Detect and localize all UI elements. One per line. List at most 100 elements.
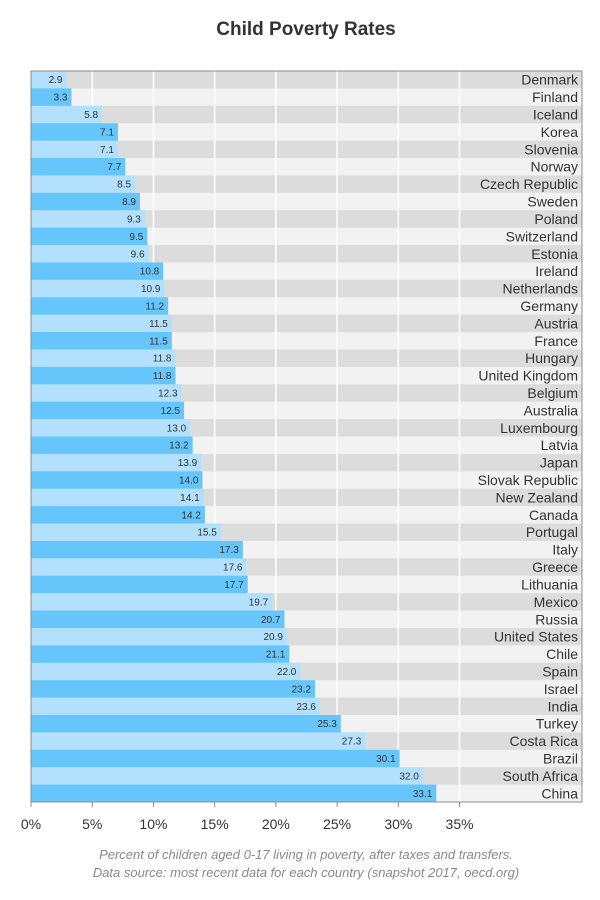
- value-label: 11.8: [153, 371, 172, 382]
- value-label: 21.1: [266, 650, 286, 661]
- category-label: Slovak Republic: [478, 472, 578, 488]
- value-label: 11.5: [149, 319, 168, 330]
- plot-frame: [30, 70, 583, 803]
- category-label: United States: [494, 629, 578, 645]
- value-label: 10.8: [140, 267, 160, 278]
- value-label: 25.3: [317, 719, 337, 730]
- caption-description: Percent of children aged 0-17 living in …: [99, 847, 513, 862]
- value-label: 9.3: [127, 214, 141, 225]
- value-label: 13.2: [169, 441, 189, 452]
- value-label: 7.1: [100, 145, 114, 156]
- bar: [31, 784, 437, 803]
- value-label: 9.5: [129, 232, 143, 243]
- value-label: 14.0: [179, 476, 199, 487]
- value-label: 2.9: [49, 75, 63, 86]
- category-label: Switzerland: [506, 228, 578, 244]
- category-label: Estonia: [531, 246, 578, 262]
- category-label: Hungary: [525, 350, 578, 366]
- row-background: [31, 227, 582, 246]
- bar: [31, 297, 169, 316]
- category-label: South Africa: [503, 768, 579, 784]
- value-label: 27.3: [342, 737, 362, 748]
- bar: [31, 558, 247, 577]
- bar: [31, 419, 191, 437]
- value-label: 7.1: [100, 127, 114, 138]
- category-label: Spain: [542, 663, 578, 679]
- row-background: [31, 262, 582, 281]
- bar: [31, 488, 204, 507]
- category-label: Netherlands: [503, 281, 579, 297]
- value-label: 17.7: [224, 580, 244, 591]
- value-label: 17.6: [223, 563, 243, 574]
- category-label: Mexico: [534, 594, 579, 610]
- x-tick-label: 5%: [82, 816, 102, 832]
- x-tick-label: 20%: [262, 816, 290, 832]
- row-background: [31, 88, 582, 107]
- bar: [31, 610, 285, 629]
- value-label: 9.6: [131, 249, 145, 260]
- bar: [31, 227, 148, 246]
- value-label: 20.7: [261, 615, 281, 626]
- bar: [31, 158, 126, 176]
- bar: [31, 314, 172, 333]
- value-label: 8.9: [122, 197, 136, 208]
- value-label: 11.2: [145, 301, 164, 312]
- category-label: Belgium: [527, 385, 578, 401]
- bar: [31, 767, 423, 786]
- value-label: 3.3: [54, 93, 68, 104]
- x-tick-label: 10%: [139, 816, 167, 832]
- value-label: 15.5: [197, 528, 217, 539]
- bar: [31, 575, 248, 594]
- row-background: [31, 175, 582, 194]
- category-label: Iceland: [533, 107, 578, 123]
- category-label: Denmark: [521, 72, 579, 88]
- bar: [31, 749, 400, 768]
- value-label: 10.9: [141, 284, 161, 295]
- category-label: China: [541, 785, 578, 801]
- value-label: 12.5: [161, 406, 181, 417]
- category-label: France: [534, 333, 578, 349]
- bar: [31, 105, 103, 124]
- bar: [31, 123, 118, 142]
- bar: [31, 662, 301, 681]
- category-label: Slovenia: [524, 141, 578, 157]
- x-axis: 0% 5% 10% 15% 20% 25% 30% 35%: [21, 70, 583, 832]
- bar: [31, 210, 145, 229]
- x-tick-label: 0%: [21, 816, 41, 832]
- category-label: Canada: [529, 507, 578, 523]
- bar: [31, 627, 287, 646]
- category-label: Ireland: [535, 263, 578, 279]
- bar: [31, 506, 205, 525]
- value-label: 13.9: [178, 458, 198, 469]
- row-background: [31, 123, 582, 142]
- bar: [31, 366, 176, 385]
- row-background: [31, 71, 582, 89]
- category-label: Austria: [534, 315, 578, 331]
- value-label: 30.1: [376, 754, 396, 765]
- value-label: 32.0: [399, 771, 419, 782]
- value-label: 23.6: [297, 702, 317, 713]
- bar: [31, 471, 203, 490]
- bar: [31, 349, 176, 368]
- value-label: 11.5: [149, 336, 168, 347]
- category-label: Norway: [531, 159, 578, 175]
- category-label: Luxembourg: [500, 420, 578, 436]
- category-label: Lithuania: [521, 576, 578, 592]
- bar: [31, 436, 193, 455]
- category-label: Germany: [520, 298, 578, 314]
- bar: [31, 697, 320, 716]
- value-label: 19.7: [249, 597, 269, 608]
- row-background: [31, 210, 582, 229]
- value-label: 7.7: [107, 162, 121, 173]
- category-label: Latvia: [541, 437, 579, 453]
- value-label: 33.1: [413, 789, 433, 800]
- category-label: Italy: [552, 542, 578, 558]
- value-label: 5.8: [84, 110, 98, 121]
- bar: [31, 645, 290, 664]
- value-label: 13.0: [167, 423, 187, 434]
- bar: [31, 540, 243, 559]
- bar: [31, 88, 72, 107]
- value-label: 23.2: [292, 684, 312, 695]
